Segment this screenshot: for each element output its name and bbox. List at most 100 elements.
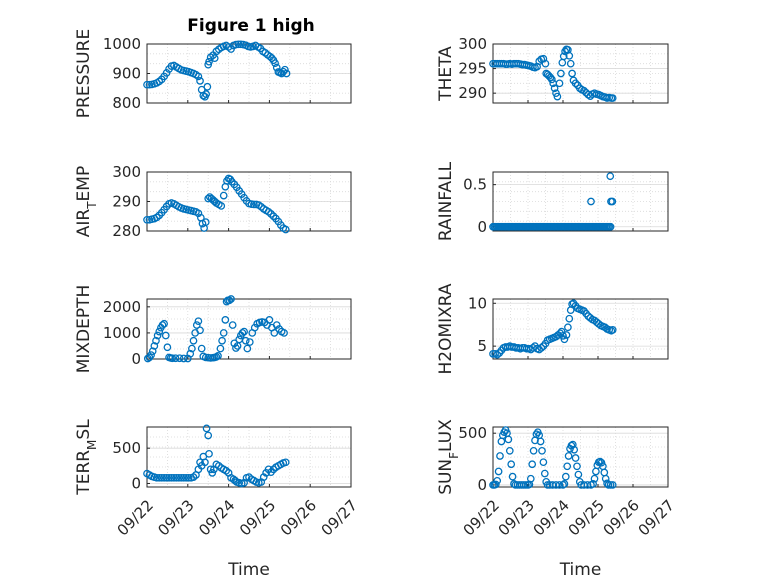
air_temp-data-point <box>281 225 290 234</box>
mixdepth-data-point <box>147 351 155 359</box>
sun_flux-data-point <box>571 454 580 462</box>
mixdepth-data-point <box>221 316 230 324</box>
sun_flux-data-point <box>573 462 581 471</box>
sun_flux-data-point <box>570 445 579 454</box>
mixdepth-data-point <box>152 336 160 345</box>
sun_flux-data-point <box>568 440 577 449</box>
sun_flux-data-point <box>589 480 597 488</box>
h2omixra-data-point <box>493 350 502 359</box>
h2omixra-ylabel: H2OMIXRA <box>436 283 456 374</box>
mixdepth-data-point <box>272 321 281 329</box>
rainfall-data-point <box>606 222 615 231</box>
theta-data-point <box>568 69 576 78</box>
pressure-data-point <box>205 57 213 66</box>
mixdepth-data-point <box>148 347 157 356</box>
mixdepth-markers <box>143 295 288 363</box>
terr_msl-data-point <box>165 473 173 482</box>
h2omixra-data-point <box>537 344 546 352</box>
sun_flux-data-point <box>540 469 549 478</box>
pressure-data-point <box>210 54 219 63</box>
sun_flux-data-point <box>555 481 564 489</box>
mixdepth-data-point <box>175 354 184 363</box>
sun_flux-ylabel: SUNFLUX <box>436 419 461 495</box>
sun_flux-data-point <box>539 458 548 467</box>
sun_flux-ytick-label: 500 <box>458 424 487 442</box>
sun_flux-data-point <box>583 481 592 489</box>
sun_flux-data-point <box>528 460 537 469</box>
chart-panel-rainfall: 0 0.5 RAINFALL <box>436 161 669 241</box>
h2omixra-data-point <box>564 323 572 332</box>
sun_flux-data-point <box>493 476 502 485</box>
h2omixra-data-point <box>559 332 567 340</box>
h2omixra-ytick-label: 5 <box>477 337 487 355</box>
mixdepth-data-point <box>216 344 225 353</box>
theta-data-point <box>552 89 560 98</box>
air_temp-data-point <box>204 194 213 203</box>
pressure-ylabel: PRESSURE <box>74 29 94 118</box>
theta-data-point <box>550 84 559 93</box>
pressure-data-point <box>162 69 171 77</box>
mixdepth-data-point <box>158 321 167 329</box>
sun_flux-data-point <box>526 474 535 483</box>
air_temp-markers <box>143 174 290 234</box>
sun_flux-ytick-label: 0 <box>477 476 487 494</box>
sun_flux-data-point <box>601 474 610 483</box>
mixdepth-data-point <box>218 336 226 345</box>
terr_msl-data-point <box>162 473 171 482</box>
pressure-data-point <box>271 59 279 68</box>
mixdepth-data-point <box>280 329 288 337</box>
pressure-data-point <box>194 72 203 81</box>
sun_flux-data-point <box>491 480 500 489</box>
pressure-ytick-label: 900 <box>112 65 141 83</box>
theta-data-point <box>555 79 564 88</box>
mixdepth-data-point <box>160 319 168 328</box>
mixdepth-data-point <box>241 336 250 345</box>
air_temp-ylabel-suffix: EMP <box>74 166 94 202</box>
mixdepth-data-point <box>214 352 222 360</box>
h2omixra-data-point <box>562 331 571 339</box>
h2omixra-data-point <box>565 314 574 323</box>
mixdepth-data-point <box>225 296 234 305</box>
h2omixra-data-point <box>608 326 617 334</box>
terr_msl-data-point <box>231 476 239 485</box>
pressure-data-point <box>143 80 151 89</box>
sun_flux-data-point <box>507 460 516 469</box>
air_temp-data-point <box>269 212 278 221</box>
sun_flux-data-point <box>574 470 583 479</box>
theta-ytick-label: 290 <box>458 84 487 102</box>
chart-panel-h2omixra: 5 10 H2OMIXRA <box>436 283 669 375</box>
mixdepth-data-point <box>240 327 248 336</box>
sun_flux-data-point <box>510 480 518 488</box>
theta-data-point <box>580 86 588 95</box>
mixdepth-data-point <box>163 343 172 352</box>
sun_flux-data-point <box>496 452 504 460</box>
sun_flux-data-point <box>597 458 606 467</box>
sun_flux-ylabel-suffix: LUX <box>436 419 456 452</box>
theta-data-point <box>547 75 556 84</box>
pressure-ytick-label: 800 <box>112 94 141 112</box>
rainfall-markers <box>489 172 617 231</box>
mixdepth-data-point <box>197 344 206 353</box>
air_temp-ytick-label: 300 <box>112 163 141 181</box>
mixdepth-data-point <box>265 316 274 324</box>
pressure-markers <box>143 40 291 101</box>
sun_flux-data-point <box>508 472 517 481</box>
terr_msl-ylabel-suffix: SL <box>74 419 94 440</box>
terr_msl-ylabel-subscript: M <box>85 440 99 450</box>
terr_msl-data-point <box>172 473 181 482</box>
air_temp-data-point <box>201 218 210 226</box>
sun_flux-data-point <box>564 452 573 460</box>
terr_msl-data-point <box>204 431 213 440</box>
terr_msl-xlabel: Time <box>227 560 270 580</box>
chart-panel-pressure: 800 900 1000 PRESSURE <box>74 29 352 118</box>
terr_msl-data-point <box>157 473 166 482</box>
sun_flux-data-point <box>563 462 572 471</box>
sun_flux-data-point <box>529 446 538 455</box>
terr_msl-data-point <box>206 465 215 474</box>
theta-data-point <box>565 51 574 60</box>
mixdepth-data-point <box>250 323 259 332</box>
terr_msl-data-point <box>196 458 204 467</box>
air_temp-data-point <box>219 191 228 200</box>
theta-data-point <box>541 59 550 68</box>
theta-markers <box>489 45 617 102</box>
